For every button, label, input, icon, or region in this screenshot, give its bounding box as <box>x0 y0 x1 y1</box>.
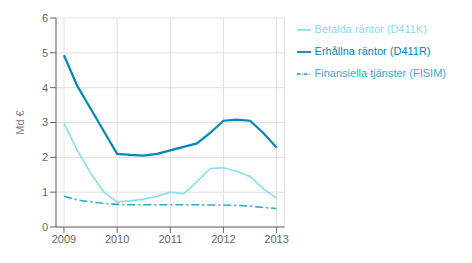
svg-text:2012: 2012 <box>211 233 235 245</box>
svg-text:2011: 2011 <box>158 233 182 245</box>
html-text:Finansiella tjänster (FISIM): Finansiella tjänster (FISIM) <box>314 67 446 79</box>
svg-text:2010: 2010 <box>105 233 129 245</box>
svg-text:2013: 2013 <box>264 233 288 245</box>
svg-text:Md €: Md € <box>14 110 26 134</box>
svg-text:0: 0 <box>42 221 48 233</box>
svg-text:3: 3 <box>42 116 48 128</box>
svg-text:2009: 2009 <box>52 233 76 245</box>
svg-text:4: 4 <box>42 82 48 94</box>
svg-text:6: 6 <box>42 12 48 24</box>
html-text:Erhållna räntor (D411R): Erhållna räntor (D411R) <box>314 45 431 57</box>
svg-text:5: 5 <box>42 47 48 59</box>
html-text:Betalda räntor (D411K): Betalda räntor (D411K) <box>314 23 427 35</box>
svg-text:1: 1 <box>42 186 48 198</box>
svg-text:2: 2 <box>42 151 48 163</box>
